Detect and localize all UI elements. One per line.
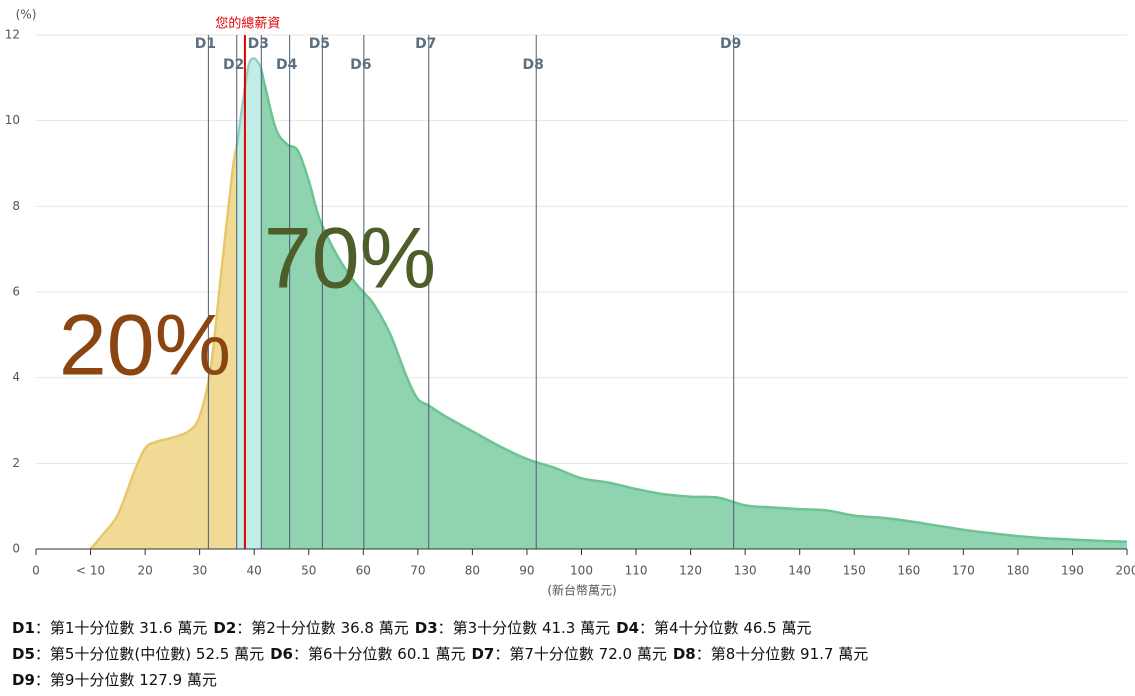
x-tick-label: 200 [1116,564,1135,578]
x-tick-label: 130 [734,564,757,578]
area-line [89,146,238,550]
note-text: ：第9十分位數 127.9 萬元 [34,671,217,689]
notes-row: D5：第5十分位數(中位數) 52.5 萬元 D6：第6十分位數 60.1 萬元 D… [12,641,1122,667]
y-tick-label: 12 [5,28,20,42]
x-tick-label: 20 [137,564,152,578]
note-text: ：第1十分位數 31.6 萬元 [34,619,208,637]
y-tick-label: 4 [12,370,20,384]
area [90,146,237,549]
x-tick-label: 190 [1061,564,1084,578]
decile-label: D5 [309,36,330,52]
x-tick-label: 160 [897,564,920,578]
note-key: D9 [12,671,35,689]
x-tick-label: 120 [679,564,702,578]
decile-notes: D1：第1十分位數 31.6 萬元 D2：第2十分位數 36.8 萬元 D3：第3十… [12,615,1122,693]
y-tick-label: 10 [5,113,20,127]
share-annotation: 20% [59,298,231,394]
note-text: ：第4十分位數 46.5 萬元 [639,619,812,637]
notes-row: D1：第1十分位數 31.6 萬元 D2：第2十分位數 36.8 萬元 D3：第3十… [12,615,1122,641]
decile-label: D7 [415,36,436,52]
note-key: D5 [12,645,35,663]
x-tick-label: 30 [192,564,207,578]
x-tick-label: < 10 [76,564,105,578]
x-tick-label: 70 [410,564,425,578]
area-line [260,68,1128,543]
note-key: D8 [672,645,696,663]
note-text: ：第5十分位數(中位數) 52.5 萬元 [34,645,265,663]
x-tick-label: 40 [247,564,262,578]
y-tick-label: 6 [12,285,20,299]
x-tick-label: 0 [32,564,40,578]
y-axis-label: (%) [16,8,37,22]
note-key: D4 [616,619,640,637]
y-tick-label: 2 [12,456,20,470]
note-text: ：第7十分位數 72.0 萬元 [494,645,667,663]
note-key: D6 [270,645,293,663]
x-tick-label: 80 [465,564,480,578]
note-key: D7 [471,645,495,663]
area [261,69,1127,550]
note-text: ：第3十分位數 41.3 萬元 [437,619,611,637]
decile-label: D6 [350,57,371,73]
x-axis-label: (新台幣萬元) [547,583,616,598]
decile-label: D8 [523,57,544,73]
x-tick-label: 140 [788,564,811,578]
decile-label: D3 [248,36,269,52]
salary-label: 您的總薪資 [215,16,280,32]
area [236,58,262,550]
note-key: D3 [414,619,438,637]
x-tick-label: 110 [625,564,648,578]
decile-label: D2 [223,57,244,73]
note-text: ：第6十分位數 60.1 萬元 [292,645,466,663]
note-text: ：第8十分位數 91.7 萬元 [695,645,869,663]
decile-label: D9 [720,36,741,52]
share-annotation: 70% [264,211,436,307]
note-key: D1 [12,619,35,637]
x-tick-label: 50 [301,564,316,578]
x-tick-label: 180 [1006,564,1029,578]
decile-label: D4 [276,57,298,73]
note-text: ：第2十分位數 36.8 萬元 [236,619,409,637]
notes-row: D9：第9十分位數 127.9 萬元 [12,667,1122,693]
x-tick-label: 100 [570,564,593,578]
y-tick-label: 0 [12,542,20,556]
decile-label: D1 [195,36,216,52]
note-key: D2 [213,619,237,637]
x-tick-label: 170 [952,564,975,578]
x-tick-label: 150 [843,564,866,578]
x-tick-label: 90 [519,564,534,578]
y-tick-label: 8 [12,199,20,213]
area-line [235,57,263,147]
x-tick-label: 60 [356,564,371,578]
